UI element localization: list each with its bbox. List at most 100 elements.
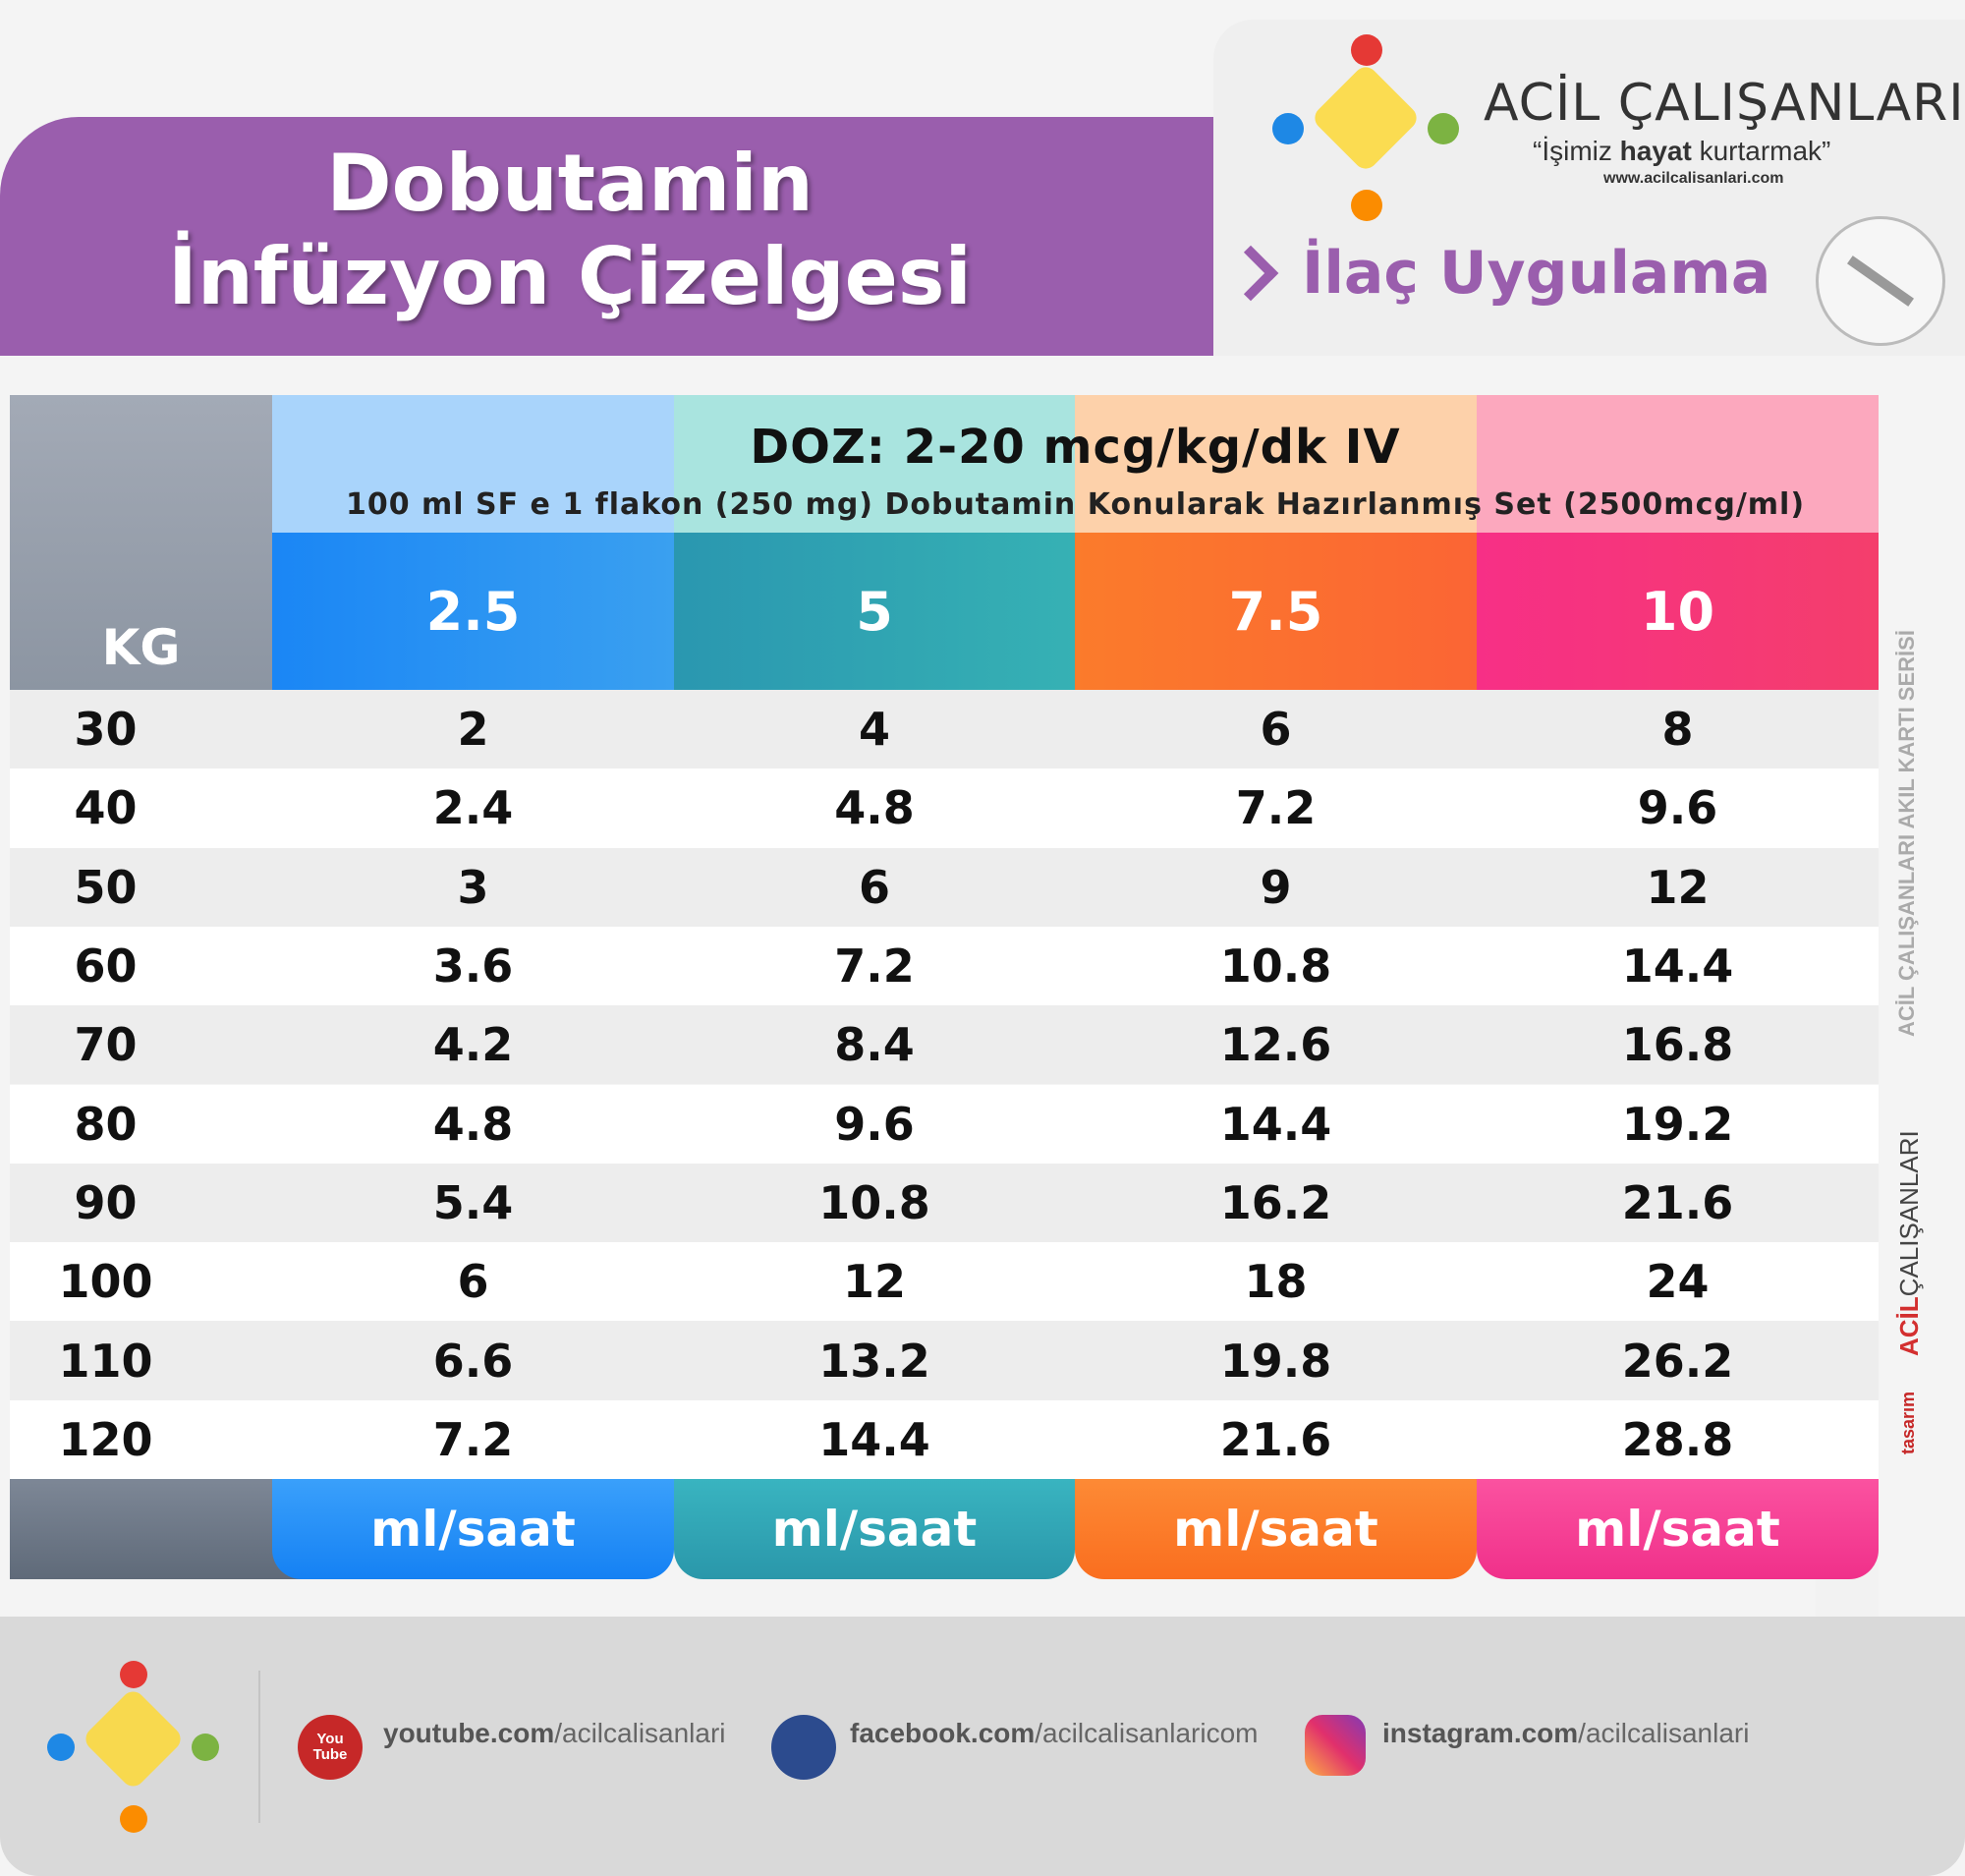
rate-cell: 3.6 [432, 939, 514, 994]
rate-cell: 21.6 [1219, 1412, 1332, 1466]
rate-cell: 18 [1244, 1255, 1308, 1309]
weight-cell: 30 [74, 703, 138, 757]
weight-cell: 70 [74, 1018, 138, 1072]
icon-text: You [316, 1731, 344, 1747]
table-row [10, 1163, 1879, 1243]
rate-cell: 8.4 [834, 1018, 915, 1072]
instagram-link[interactable]: instagram.com/acilcalisanlari [1382, 1718, 1749, 1749]
weight-cell: 90 [74, 1175, 138, 1229]
weight-cell: 60 [74, 939, 138, 994]
dose-band [674, 395, 1075, 533]
corner-cell: KG [10, 395, 272, 690]
link-rest: /acilcalisanlari [1578, 1718, 1750, 1748]
link-bold: instagram.com [1382, 1718, 1579, 1748]
unit-cell: ml/saat [1477, 1479, 1879, 1579]
dose-title: DOZ: 2-20 mcg/kg/dk IV [750, 420, 1401, 475]
link-rest: /acilcalisanlari [554, 1718, 726, 1748]
dose-note: 100 ml SF e 1 flakon (250 mg) Dobutamin … [345, 486, 1806, 522]
rate-cell: 7.2 [432, 1412, 514, 1466]
link-rest: /acilcalisanlaricom [1035, 1718, 1259, 1748]
dose-band [1075, 395, 1477, 533]
rate-cell: 6.6 [432, 1334, 514, 1388]
rate-cell: 19.8 [1219, 1334, 1332, 1388]
table-row [10, 1321, 1879, 1400]
youtube-link[interactable]: youtube.com/acilcalisanlari [383, 1718, 726, 1749]
rate-cell: 7.2 [834, 939, 915, 994]
rate-cell: 26.2 [1621, 1334, 1734, 1388]
side-brand: ACİLÇALIŞANLARI [1894, 1081, 1925, 1356]
rate-cell: 10.8 [1219, 939, 1332, 994]
table-row [10, 1399, 1879, 1479]
section-title: İlaç Uygulama [1302, 239, 1771, 308]
table-row [10, 1084, 1879, 1164]
youtube-icon: You Tube [298, 1715, 363, 1780]
rate-cell: 6 [457, 1255, 489, 1309]
slogan-text: kurtarmak” [1691, 136, 1831, 166]
unit-cell: ml/saat [1075, 1479, 1477, 1579]
table-row [10, 926, 1879, 1006]
instagram-icon [1305, 1715, 1366, 1776]
rate-cell: 4.8 [834, 781, 915, 835]
footer-logo [47, 1661, 219, 1833]
rate-cell: 9.6 [1637, 781, 1718, 835]
table-row [10, 690, 1879, 769]
logo [1272, 34, 1459, 221]
column-header: 7.5 [1075, 533, 1477, 690]
icon-text: Tube [312, 1746, 348, 1763]
weight-cell: 110 [58, 1334, 153, 1388]
brand-name: ACİL ÇALIŞANLARI [1484, 74, 1965, 133]
syringe [1847, 256, 1914, 307]
footer-divider [258, 1671, 260, 1823]
rate-cell: 4 [858, 703, 890, 757]
rate-cell: 9.6 [834, 1097, 915, 1151]
rate-cell: 14.4 [1621, 939, 1734, 994]
rate-cell: 4.2 [432, 1018, 514, 1072]
link-bold: facebook.com [850, 1718, 1036, 1748]
dose-band [272, 395, 674, 533]
column-header: 10 [1477, 533, 1879, 690]
unit-cell: ml/saat [674, 1479, 1075, 1579]
design-label: tasarım [1898, 1391, 1918, 1454]
rate-cell: 28.8 [1621, 1412, 1734, 1466]
weight-cell: 50 [74, 860, 138, 914]
rate-cell: 8 [1661, 703, 1694, 757]
title-band [0, 117, 1213, 356]
side-brand-bold: ACİL [1894, 1296, 1924, 1356]
link-bold: youtube.com [383, 1718, 555, 1748]
rate-cell: 10.8 [818, 1175, 930, 1229]
side-brand-rest: ÇALIŞANLARI [1894, 1130, 1924, 1297]
rate-cell: 19.2 [1621, 1097, 1734, 1151]
slogan-text: “İşimiz [1533, 136, 1620, 166]
title-line: Dobutamin [326, 138, 814, 229]
weight-cell: 80 [74, 1097, 138, 1151]
rate-cell: 24 [1646, 1255, 1710, 1309]
rate-cell: 3 [457, 860, 489, 914]
dose-band [1477, 395, 1879, 533]
unit-cell: ml/saat [272, 1479, 674, 1579]
table-row [10, 1242, 1879, 1322]
rate-cell: 12 [842, 1255, 906, 1309]
series-label: ACİL ÇALIŞANLARI AKIL KARTI SERİSİ [1894, 630, 1919, 1037]
rate-cell: 5.4 [432, 1175, 514, 1229]
facebook-icon [771, 1715, 836, 1780]
rate-cell: 12 [1646, 860, 1710, 914]
column-header: 5 [674, 533, 1075, 690]
rate-cell: 13.2 [818, 1334, 930, 1388]
rate-cell: 6 [1260, 703, 1292, 757]
facebook-link[interactable]: facebook.com/acilcalisanlaricom [850, 1718, 1258, 1749]
website: www.acilcalisanlari.com [1603, 170, 1784, 187]
syringe-icon [1816, 216, 1945, 346]
title-line: İnfüzyon Çizelgesi [168, 231, 972, 322]
rate-cell: 9 [1260, 860, 1292, 914]
rate-cell: 14.4 [1219, 1097, 1332, 1151]
weight-cell: 40 [74, 781, 138, 835]
slogan-bold: hayat [1619, 136, 1692, 166]
rate-cell: 6 [858, 860, 890, 914]
rate-cell: 4.8 [432, 1097, 514, 1151]
rate-cell: 2 [457, 703, 489, 757]
rate-cell: 16.8 [1621, 1018, 1734, 1072]
table-row [10, 768, 1879, 848]
table-row [10, 1005, 1879, 1085]
table-row [10, 847, 1879, 927]
